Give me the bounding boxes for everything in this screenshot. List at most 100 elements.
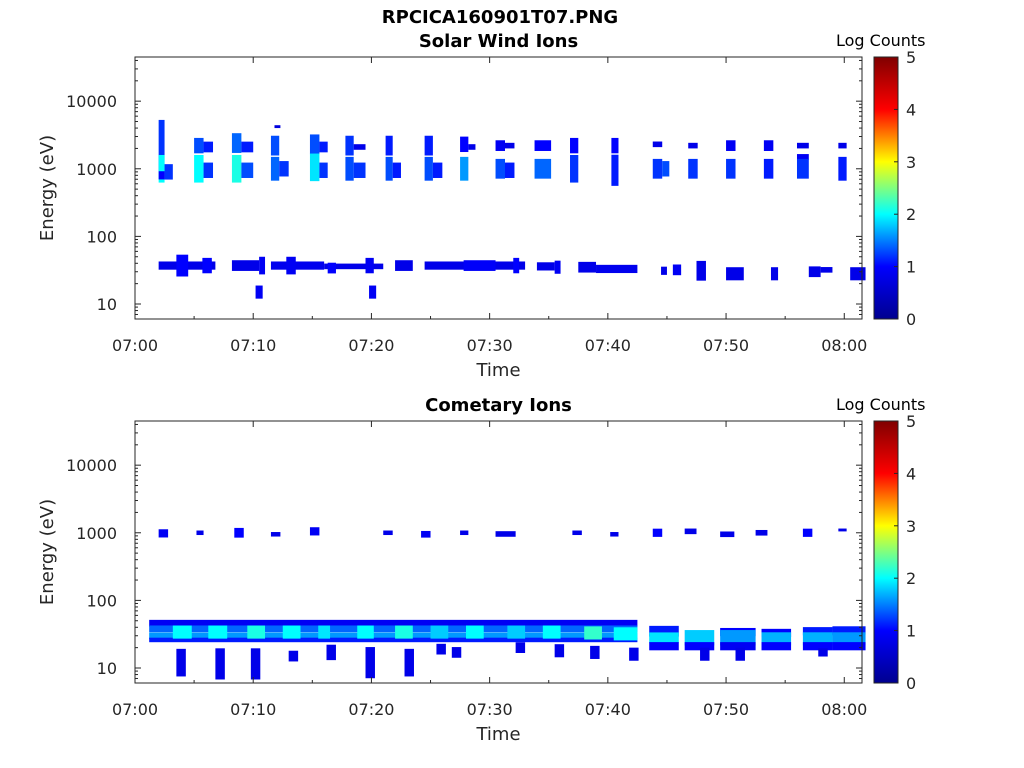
spectrogram-cell: [149, 637, 638, 643]
spectrogram-cell: [652, 158, 663, 179]
y-axis-label: Energy (eV): [37, 135, 58, 241]
spectrogram-cell: [421, 530, 431, 538]
spectrogram-cell: [720, 531, 735, 538]
colorbar-tick-label: 5: [906, 48, 916, 67]
x-tick-label: 07:10: [230, 336, 276, 355]
colorbar-tick-label: 4: [906, 464, 916, 483]
spectrogram-cell: [684, 642, 715, 651]
spectrogram-cell: [176, 648, 186, 677]
colorbar: [873, 420, 899, 684]
spectrogram-cell: [572, 530, 582, 536]
x-tick-label: 07:20: [348, 336, 394, 355]
spectrogram-cell: [463, 260, 496, 271]
spectrogram-cell: [203, 162, 214, 178]
spectrogram-cell: [584, 626, 602, 640]
spectrogram-cell: [270, 156, 280, 181]
spectrogram-cell: [763, 140, 774, 151]
spectrogram-cell: [234, 527, 244, 538]
spectrogram-cell: [649, 625, 679, 637]
spectrogram-cell: [802, 528, 813, 537]
y-tick-label: 100: [86, 591, 117, 610]
spectrogram-cell: [820, 267, 833, 273]
spectrogram-cell: [763, 158, 774, 179]
spectrogram-cell: [202, 257, 212, 274]
y-tick-label: 10: [97, 659, 117, 678]
spectrogram-cell: [326, 644, 336, 661]
y-tick-label: 10000: [66, 456, 117, 475]
spectrogram-cell: [570, 137, 579, 154]
spectrogram-cell: [270, 532, 281, 537]
spectrogram-cell: [726, 140, 736, 151]
spectrogram-cell: [720, 642, 756, 651]
spectrogram-cell: [832, 642, 866, 651]
spectrogram-cell: [279, 161, 289, 177]
spectrogram-cell: [451, 647, 462, 658]
spectrogram-cell: [158, 154, 165, 183]
x-tick-label: 07:10: [230, 700, 276, 719]
spectrogram-cell: [590, 645, 600, 659]
spectrogram-cell: [652, 141, 663, 148]
x-tick-label: 07:50: [703, 336, 749, 355]
spectrogram-cell: [424, 156, 433, 181]
spectrogram-cell: [149, 625, 638, 633]
spectrogram-cell: [345, 135, 354, 156]
figure-title: RPCICA160901T07.PNG: [381, 7, 619, 28]
colorbar-tick-label: 0: [906, 310, 916, 329]
spectrogram-cell: [818, 648, 828, 657]
spectrogram-cell: [460, 136, 469, 153]
spectrogram-cell: [554, 644, 565, 658]
spectrogram-cell: [353, 144, 366, 150]
spectrogram-cell: [578, 261, 597, 273]
spectrogram-cell: [319, 162, 328, 178]
spectrogram-cell: [505, 162, 515, 178]
spectrogram-cell: [649, 642, 679, 651]
x-tick-label: 07:40: [585, 336, 631, 355]
spectrogram-cell: [661, 266, 667, 275]
spectrogram-cell: [460, 156, 469, 181]
spectrogram-cell: [507, 625, 526, 639]
spectrogram-cell: [720, 630, 756, 646]
spectrogram-cell: [404, 648, 414, 677]
spectrogram-cell: [832, 626, 866, 635]
spectrogram-cell: [270, 261, 325, 270]
spectrogram-cell: [515, 642, 526, 654]
spectrogram-cell: [688, 142, 698, 149]
spectrogram-cell: [324, 263, 384, 270]
spectrogram-cell: [365, 647, 375, 679]
spectrogram-cell: [158, 529, 169, 538]
spectrogram-cell: [495, 531, 516, 537]
spectrogram-cell: [662, 161, 670, 177]
y-tick-label: 100: [86, 227, 117, 246]
spectrogram-cell: [255, 285, 263, 299]
colorbar-tick-label: 4: [906, 100, 916, 119]
spectrogram-cell: [613, 627, 638, 641]
spectrogram-cell: [203, 141, 214, 153]
spectrogram-cell: [392, 162, 401, 178]
spectrogram-cell: [838, 156, 847, 181]
spectrogram-cell: [158, 171, 165, 180]
spectrogram-cell: [672, 264, 682, 276]
spectrogram-cell: [554, 260, 561, 274]
spectrogram-cell: [241, 141, 254, 153]
spectrogram-cell: [172, 625, 192, 639]
cometary-ions-panel: 07:00 07:10 07:20 07:30 07:40 07:50 08:0010100…: [37, 412, 916, 745]
spectrogram-cell: [231, 154, 242, 183]
spectrogram-cell: [286, 256, 296, 275]
spectrogram-cell: [808, 266, 821, 278]
spectrogram-cell: [424, 135, 433, 156]
spectrogram-cell: [385, 135, 393, 156]
colorbar-tick-label: 3: [906, 153, 916, 172]
colorbar-tick-label: 2: [906, 569, 916, 588]
y-tick-label: 10: [97, 295, 117, 314]
y-tick-label: 10000: [66, 92, 117, 111]
spectrogram-cell: [755, 529, 768, 536]
x-tick-label: 07:30: [467, 700, 513, 719]
spectrogram-cell: [282, 625, 301, 639]
spectrogram-cell: [158, 119, 165, 172]
spectrogram-cell: [274, 125, 281, 129]
x-tick-label: 07:40: [585, 700, 631, 719]
spectrogram-cell: [231, 133, 242, 153]
axes-frame: [134, 420, 863, 684]
x-tick-label: 07:20: [348, 700, 394, 719]
